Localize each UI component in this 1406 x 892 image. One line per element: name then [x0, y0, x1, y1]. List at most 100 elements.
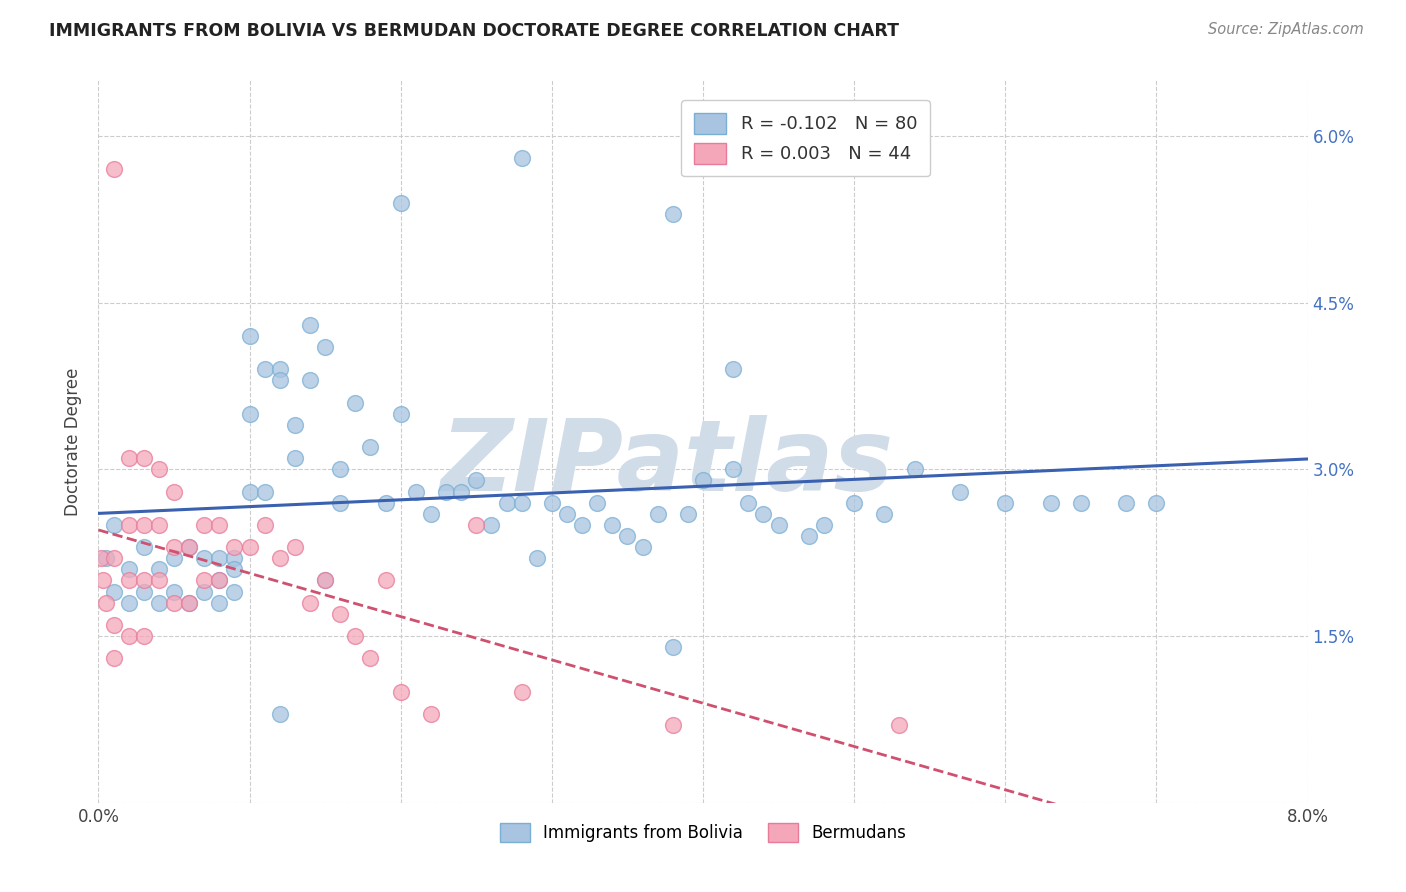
Point: [450, 484, 472, 499]
Point: [94, 551, 117, 566]
Point: [179, 540, 201, 554]
Point: [723, 362, 745, 376]
Point: [148, 462, 170, 476]
Point: [389, 195, 412, 210]
Point: [314, 340, 336, 354]
Point: [253, 484, 276, 499]
Point: [389, 407, 412, 421]
Point: [239, 540, 262, 554]
Point: [405, 484, 427, 499]
Point: [329, 462, 352, 476]
Point: [904, 462, 927, 476]
Point: [103, 517, 125, 532]
Point: [526, 551, 548, 566]
Point: [193, 551, 215, 566]
Point: [661, 640, 683, 655]
Point: [148, 596, 170, 610]
Point: [949, 484, 972, 499]
Point: [253, 517, 276, 532]
Point: [1115, 496, 1137, 510]
Point: [374, 574, 396, 588]
Point: [224, 584, 246, 599]
Point: [676, 507, 699, 521]
Y-axis label: Doctorate Degree: Doctorate Degree: [65, 368, 83, 516]
Point: [314, 574, 336, 588]
Point: [495, 496, 517, 510]
Point: [269, 706, 291, 721]
Point: [737, 496, 759, 510]
Point: [132, 574, 155, 588]
Point: [586, 496, 609, 510]
Point: [1146, 496, 1168, 510]
Point: [994, 496, 1017, 510]
Point: [224, 551, 246, 566]
Point: [148, 517, 170, 532]
Point: [103, 618, 125, 632]
Point: [1039, 496, 1062, 510]
Legend: Immigrants from Bolivia, Bermudans: Immigrants from Bolivia, Bermudans: [494, 816, 912, 848]
Point: [132, 540, 155, 554]
Point: [179, 540, 201, 554]
Point: [118, 629, 141, 643]
Point: [103, 584, 125, 599]
Point: [284, 417, 307, 432]
Point: [344, 629, 367, 643]
Point: [224, 540, 246, 554]
Point: [844, 496, 866, 510]
Point: [434, 484, 457, 499]
Text: Source: ZipAtlas.com: Source: ZipAtlas.com: [1208, 22, 1364, 37]
Point: [299, 596, 322, 610]
Point: [103, 551, 125, 566]
Point: [179, 596, 201, 610]
Point: [148, 574, 170, 588]
Point: [90, 551, 112, 566]
Point: [360, 651, 382, 665]
Point: [224, 562, 246, 576]
Point: [193, 517, 215, 532]
Point: [118, 596, 141, 610]
Point: [118, 451, 141, 466]
Point: [299, 373, 322, 387]
Point: [723, 462, 745, 476]
Point: [616, 529, 638, 543]
Point: [132, 451, 155, 466]
Point: [132, 629, 155, 643]
Point: [389, 684, 412, 698]
Point: [797, 529, 820, 543]
Point: [420, 507, 443, 521]
Point: [692, 474, 714, 488]
Point: [208, 574, 231, 588]
Point: [208, 574, 231, 588]
Point: [647, 507, 669, 521]
Point: [510, 684, 533, 698]
Point: [239, 329, 262, 343]
Point: [163, 540, 186, 554]
Point: [420, 706, 443, 721]
Point: [889, 718, 911, 732]
Point: [344, 395, 367, 409]
Point: [91, 574, 114, 588]
Point: [314, 574, 336, 588]
Point: [602, 517, 624, 532]
Point: [132, 584, 155, 599]
Point: [873, 507, 896, 521]
Point: [299, 318, 322, 332]
Point: [631, 540, 654, 554]
Point: [661, 718, 683, 732]
Point: [481, 517, 503, 532]
Point: [752, 507, 775, 521]
Point: [813, 517, 835, 532]
Point: [163, 584, 186, 599]
Point: [284, 451, 307, 466]
Point: [94, 596, 117, 610]
Point: [284, 540, 307, 554]
Point: [465, 517, 488, 532]
Point: [661, 207, 683, 221]
Point: [208, 551, 231, 566]
Point: [269, 551, 291, 566]
Point: [163, 596, 186, 610]
Point: [465, 474, 488, 488]
Point: [118, 517, 141, 532]
Point: [132, 517, 155, 532]
Point: [163, 551, 186, 566]
